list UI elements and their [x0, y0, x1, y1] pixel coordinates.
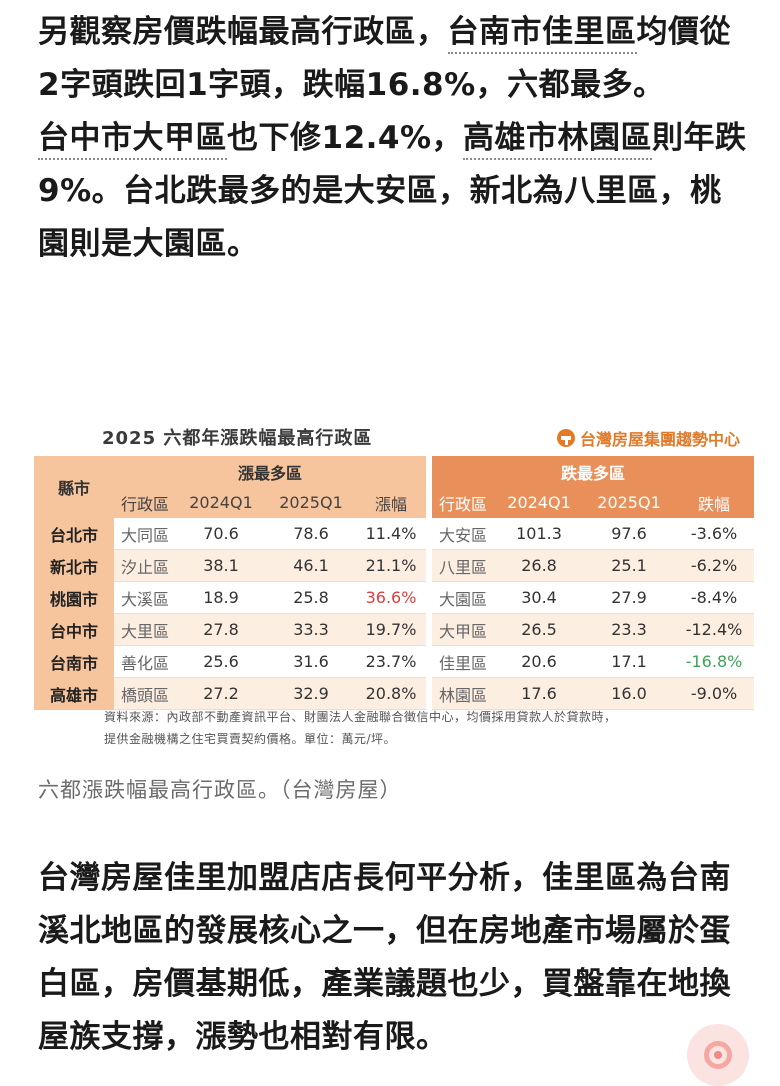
note-line-2: 提供金融機構之住宅買賣契約價格。單位：萬元/坪。 [104, 732, 397, 746]
cell-city: 桃園市 [34, 582, 114, 614]
cell-rise-2025q1: 33.3 [266, 614, 356, 646]
col-fall-2024q1: 2024Q1 [494, 487, 585, 518]
header-city: 縣市 [34, 456, 114, 518]
cell-fall-pct: -6.2% [674, 550, 755, 582]
cell-fall-pct: -3.6% [674, 518, 755, 550]
figure-title: 2025 六都年漲跌幅最高行政區 [102, 428, 373, 449]
cell-rise-district: 善化區 [114, 646, 176, 678]
circle-ring-icon [704, 1041, 732, 1069]
cell-fall-2024q1: 20.6 [494, 646, 585, 678]
cell-rise-2025q1: 46.1 [266, 550, 356, 582]
cell-separator [426, 582, 433, 614]
col-fall-district: 行政區 [432, 487, 495, 518]
figure-source-note: 資料來源：內政部不動產資訊平台、財團法人金融聯合徵信中心，均價採用貸款人於貸款時… [104, 706, 617, 750]
cell-rise-2025q1: 78.6 [266, 518, 356, 550]
col-fall-pct: 跌幅 [674, 487, 755, 518]
col-rise-district: 行政區 [114, 487, 176, 518]
cell-fall-2024q1: 101.3 [494, 518, 585, 550]
cell-separator [426, 678, 433, 710]
link-kaohsiung-linyuan[interactable]: 高雄市林園區 [463, 120, 653, 160]
cell-separator [426, 518, 433, 550]
cell-rise-district: 大里區 [114, 614, 176, 646]
cell-fall-2025q1: 17.1 [584, 646, 675, 678]
para1-text-3: 也下修12.4%， [227, 120, 464, 156]
article-paragraph-2: 台灣房屋佳里加盟店店長何平分析，佳里區為台南溪北地區的發展核心之一，但在房地產市… [38, 860, 731, 1055]
cell-rise-district: 大同區 [114, 518, 176, 550]
brand-logo-icon [556, 429, 575, 447]
cell-rise-2025q1: 31.6 [266, 646, 356, 678]
cell-fall-pct: -12.4% [674, 614, 755, 646]
col-rise-2024q1: 2024Q1 [176, 487, 266, 518]
cell-fall-district: 佳里區 [432, 646, 495, 678]
note-line-1: 資料來源：內政部不動產資訊平台、財團法人金融聯合徵信中心，均價採用貸款人於貸款時… [104, 710, 617, 724]
cell-rise-pct: 20.8% [356, 678, 427, 710]
cell-rise-2024q1: 27.8 [176, 614, 266, 646]
cell-fall-2025q1: 97.6 [584, 518, 675, 550]
cell-rise-district: 汐止區 [114, 550, 176, 582]
cell-rise-district: 橋頭區 [114, 678, 176, 710]
cell-rise-2025q1: 32.9 [266, 678, 356, 710]
para1-text-4: 則年跌9%。台北跌最多的是大安區，新北為八里區，桃園則是大園區。 [38, 120, 747, 262]
cell-city: 台中市 [34, 614, 114, 646]
cell-fall-pct: -9.0% [674, 678, 755, 710]
cell-rise-2024q1: 70.6 [176, 518, 266, 550]
col-rise-2025q1: 2025Q1 [266, 487, 356, 518]
article-paragraph-1: 另觀察房價跌幅最高行政區，台南市佳里區均價從2字頭跌回1字頭，跌幅16.8%，六… [38, 6, 748, 271]
article-figure[interactable]: 2025 六都年漲跌幅最高行政區 台灣房屋集團趨勢中心 縣市 漲最多區 跌最多區… [34, 416, 755, 754]
para1-text-2: 均價從2字頭跌回1字頭，跌幅16.8%，六都最多。 [38, 14, 731, 103]
cell-separator [426, 646, 433, 678]
cell-fall-pct-max: -16.8% [674, 646, 755, 678]
cell-fall-district: 林園區 [432, 678, 495, 710]
para1-text-1: 另觀察房價跌幅最高行政區， [38, 14, 448, 50]
header-rise-group: 漲最多區 [114, 456, 427, 487]
cell-fall-district: 大安區 [432, 518, 495, 550]
table-row: 新北市 汐止區 38.1 46.1 21.1% 八里區 26.8 25.1 -6… [34, 550, 755, 582]
cell-city: 高雄市 [34, 678, 114, 710]
cell-fall-2024q1: 26.5 [494, 614, 585, 646]
cell-fall-district: 八里區 [432, 550, 495, 582]
floating-action-button[interactable] [687, 1024, 749, 1086]
cell-fall-pct: -8.4% [674, 582, 755, 614]
header-fall-group: 跌最多區 [432, 456, 755, 487]
table-row: 台中市 大里區 27.8 33.3 19.7% 大甲區 26.5 23.3 -1… [34, 614, 755, 646]
cell-rise-2024q1: 18.9 [176, 582, 266, 614]
cell-city: 新北市 [34, 550, 114, 582]
cell-fall-2024q1: 26.8 [494, 550, 585, 582]
cell-fall-2025q1: 23.3 [584, 614, 675, 646]
district-price-table: 縣市 漲最多區 跌最多區 行政區 2024Q1 2025Q1 漲幅 行政區 20… [34, 456, 755, 710]
cell-rise-pct: 21.1% [356, 550, 427, 582]
cell-separator [426, 550, 433, 582]
cell-fall-2025q1: 25.1 [584, 550, 675, 582]
cell-fall-district: 大園區 [432, 582, 495, 614]
cell-rise-pct: 23.7% [356, 646, 427, 678]
cell-rise-pct: 11.4% [356, 518, 427, 550]
cell-city: 台北市 [34, 518, 114, 550]
col-fall-2025q1: 2025Q1 [584, 487, 675, 518]
cell-rise-2024q1: 38.1 [176, 550, 266, 582]
cell-fall-2024q1: 30.4 [494, 582, 585, 614]
cell-rise-district: 大溪區 [114, 582, 176, 614]
table-row: 台南市 善化區 25.6 31.6 23.7% 佳里區 20.6 17.1 -1… [34, 646, 755, 678]
brand-name: 台灣房屋集團趨勢中心 [579, 430, 740, 449]
cell-rise-pct-max: 36.6% [356, 582, 427, 614]
link-taichung-dajia[interactable]: 台中市大甲區 [38, 120, 227, 160]
cell-rise-2024q1: 25.6 [176, 646, 266, 678]
table-row: 桃園市 大溪區 18.9 25.8 36.6% 大園區 30.4 27.9 -8… [34, 582, 755, 614]
cell-separator [426, 614, 433, 646]
cell-rise-2024q1: 27.2 [176, 678, 266, 710]
figure-brand: 台灣房屋集團趨勢中心 [556, 426, 740, 450]
cell-fall-2025q1: 16.0 [584, 678, 675, 710]
table-row: 台北市 大同區 70.6 78.6 11.4% 大安區 101.3 97.6 -… [34, 518, 755, 550]
cell-city: 台南市 [34, 646, 114, 678]
cell-fall-district: 大甲區 [432, 614, 495, 646]
table-row: 高雄市 橋頭區 27.2 32.9 20.8% 林園區 17.6 16.0 -9… [34, 678, 755, 710]
col-rise-pct: 漲幅 [356, 487, 427, 518]
cell-rise-2025q1: 25.8 [266, 582, 356, 614]
link-tainan-jiali[interactable]: 台南市佳里區 [447, 14, 637, 54]
cell-fall-2025q1: 27.9 [584, 582, 675, 614]
figure-caption: 六都漲跌幅最高行政區。（台灣房屋） [38, 778, 402, 802]
cell-fall-2024q1: 17.6 [494, 678, 585, 710]
header-separator [426, 456, 433, 518]
cell-rise-pct: 19.7% [356, 614, 427, 646]
